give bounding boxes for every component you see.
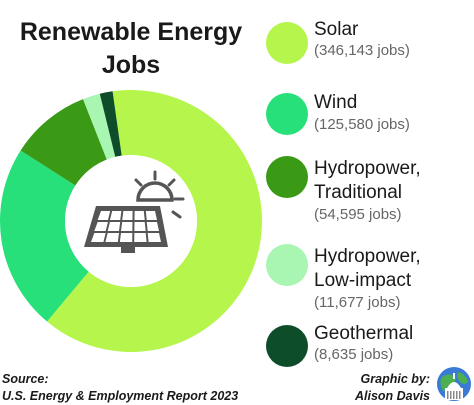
credit-note: Graphic by: Alison Davis (355, 371, 430, 405)
legend-label-hydropower-traditional-line-2: Traditional (314, 182, 403, 203)
legend-label-solar: Solar (314, 19, 359, 40)
legend-value-geothermal: (8,635 jobs) (314, 346, 394, 363)
solar-panel-icon (84, 206, 168, 253)
source-label: Source: (2, 372, 49, 386)
source-text: U.S. Energy & Employment Report 2023 (2, 389, 239, 403)
credit-name: Alison Davis (354, 389, 430, 403)
credit-label: Graphic by: (360, 372, 430, 386)
legend-value-hydropower-traditional: (54,595 jobs) (314, 206, 402, 223)
solar-panel-cell (145, 211, 157, 220)
title-line-1: Renewable Energy (19, 18, 243, 46)
source-note: Source: U.S. Energy & Employment Report … (2, 371, 238, 405)
solar-panel-cell (109, 211, 122, 220)
solar-panel-cell (94, 222, 108, 231)
solar-panel-cell (146, 222, 159, 231)
legend-swatch-geothermal (266, 325, 308, 367)
solar-panel-cell (134, 233, 147, 242)
chart-title: Renewable Energy Jobs (0, 16, 262, 82)
solar-panel-cell (107, 222, 121, 231)
solar-panel-cell (134, 211, 145, 220)
legend-swatch-wind (266, 93, 308, 135)
capitol-globe-logo-icon (437, 367, 471, 401)
solar-panel-cell (147, 233, 161, 242)
donut-slice-geothermal (99, 91, 122, 157)
legend-label-hydropower-low-impact-line-2: Low-impact (314, 270, 412, 291)
solar-panel-cell (121, 222, 133, 231)
legend-value-wind: (125,580 jobs) (314, 116, 410, 133)
sun-icon (134, 170, 185, 219)
solar-panel-cell (134, 222, 146, 231)
legend-swatch-hydropower-low-impact (266, 244, 308, 286)
legend-label-hydropower-traditional-line-1: Hydropower, (314, 158, 421, 179)
title-line-2: Jobs (101, 51, 161, 79)
legend-label-wind: Wind (314, 92, 358, 113)
legend-label-geothermal: Geothermal (314, 323, 414, 344)
donut-slice-wind (0, 150, 89, 322)
legend-swatch-hydropower-traditional (266, 156, 308, 198)
solar-panel-sun-icon (84, 170, 185, 253)
legend-value-solar: (346,143 jobs) (314, 42, 410, 59)
donut-slice-hydropower-traditional (20, 99, 107, 186)
solar-panel-cell (97, 211, 111, 220)
solar-panel-cell (105, 233, 119, 242)
solar-panel-cell (122, 211, 133, 220)
donut-chart (0, 90, 262, 353)
donut-slice-hydropower-low-impact (83, 93, 116, 160)
donut-slices (0, 90, 262, 353)
solar-panel-cell (91, 233, 106, 242)
legend-label-hydropower-low-impact-line-1: Hydropower, (314, 246, 421, 267)
legend-value-hydropower-low-impact: (11,677 jobs) (314, 294, 401, 311)
donut-slice-solar (47, 90, 262, 353)
legend-swatch-solar (266, 22, 308, 64)
solar-panel-cell (119, 233, 133, 242)
